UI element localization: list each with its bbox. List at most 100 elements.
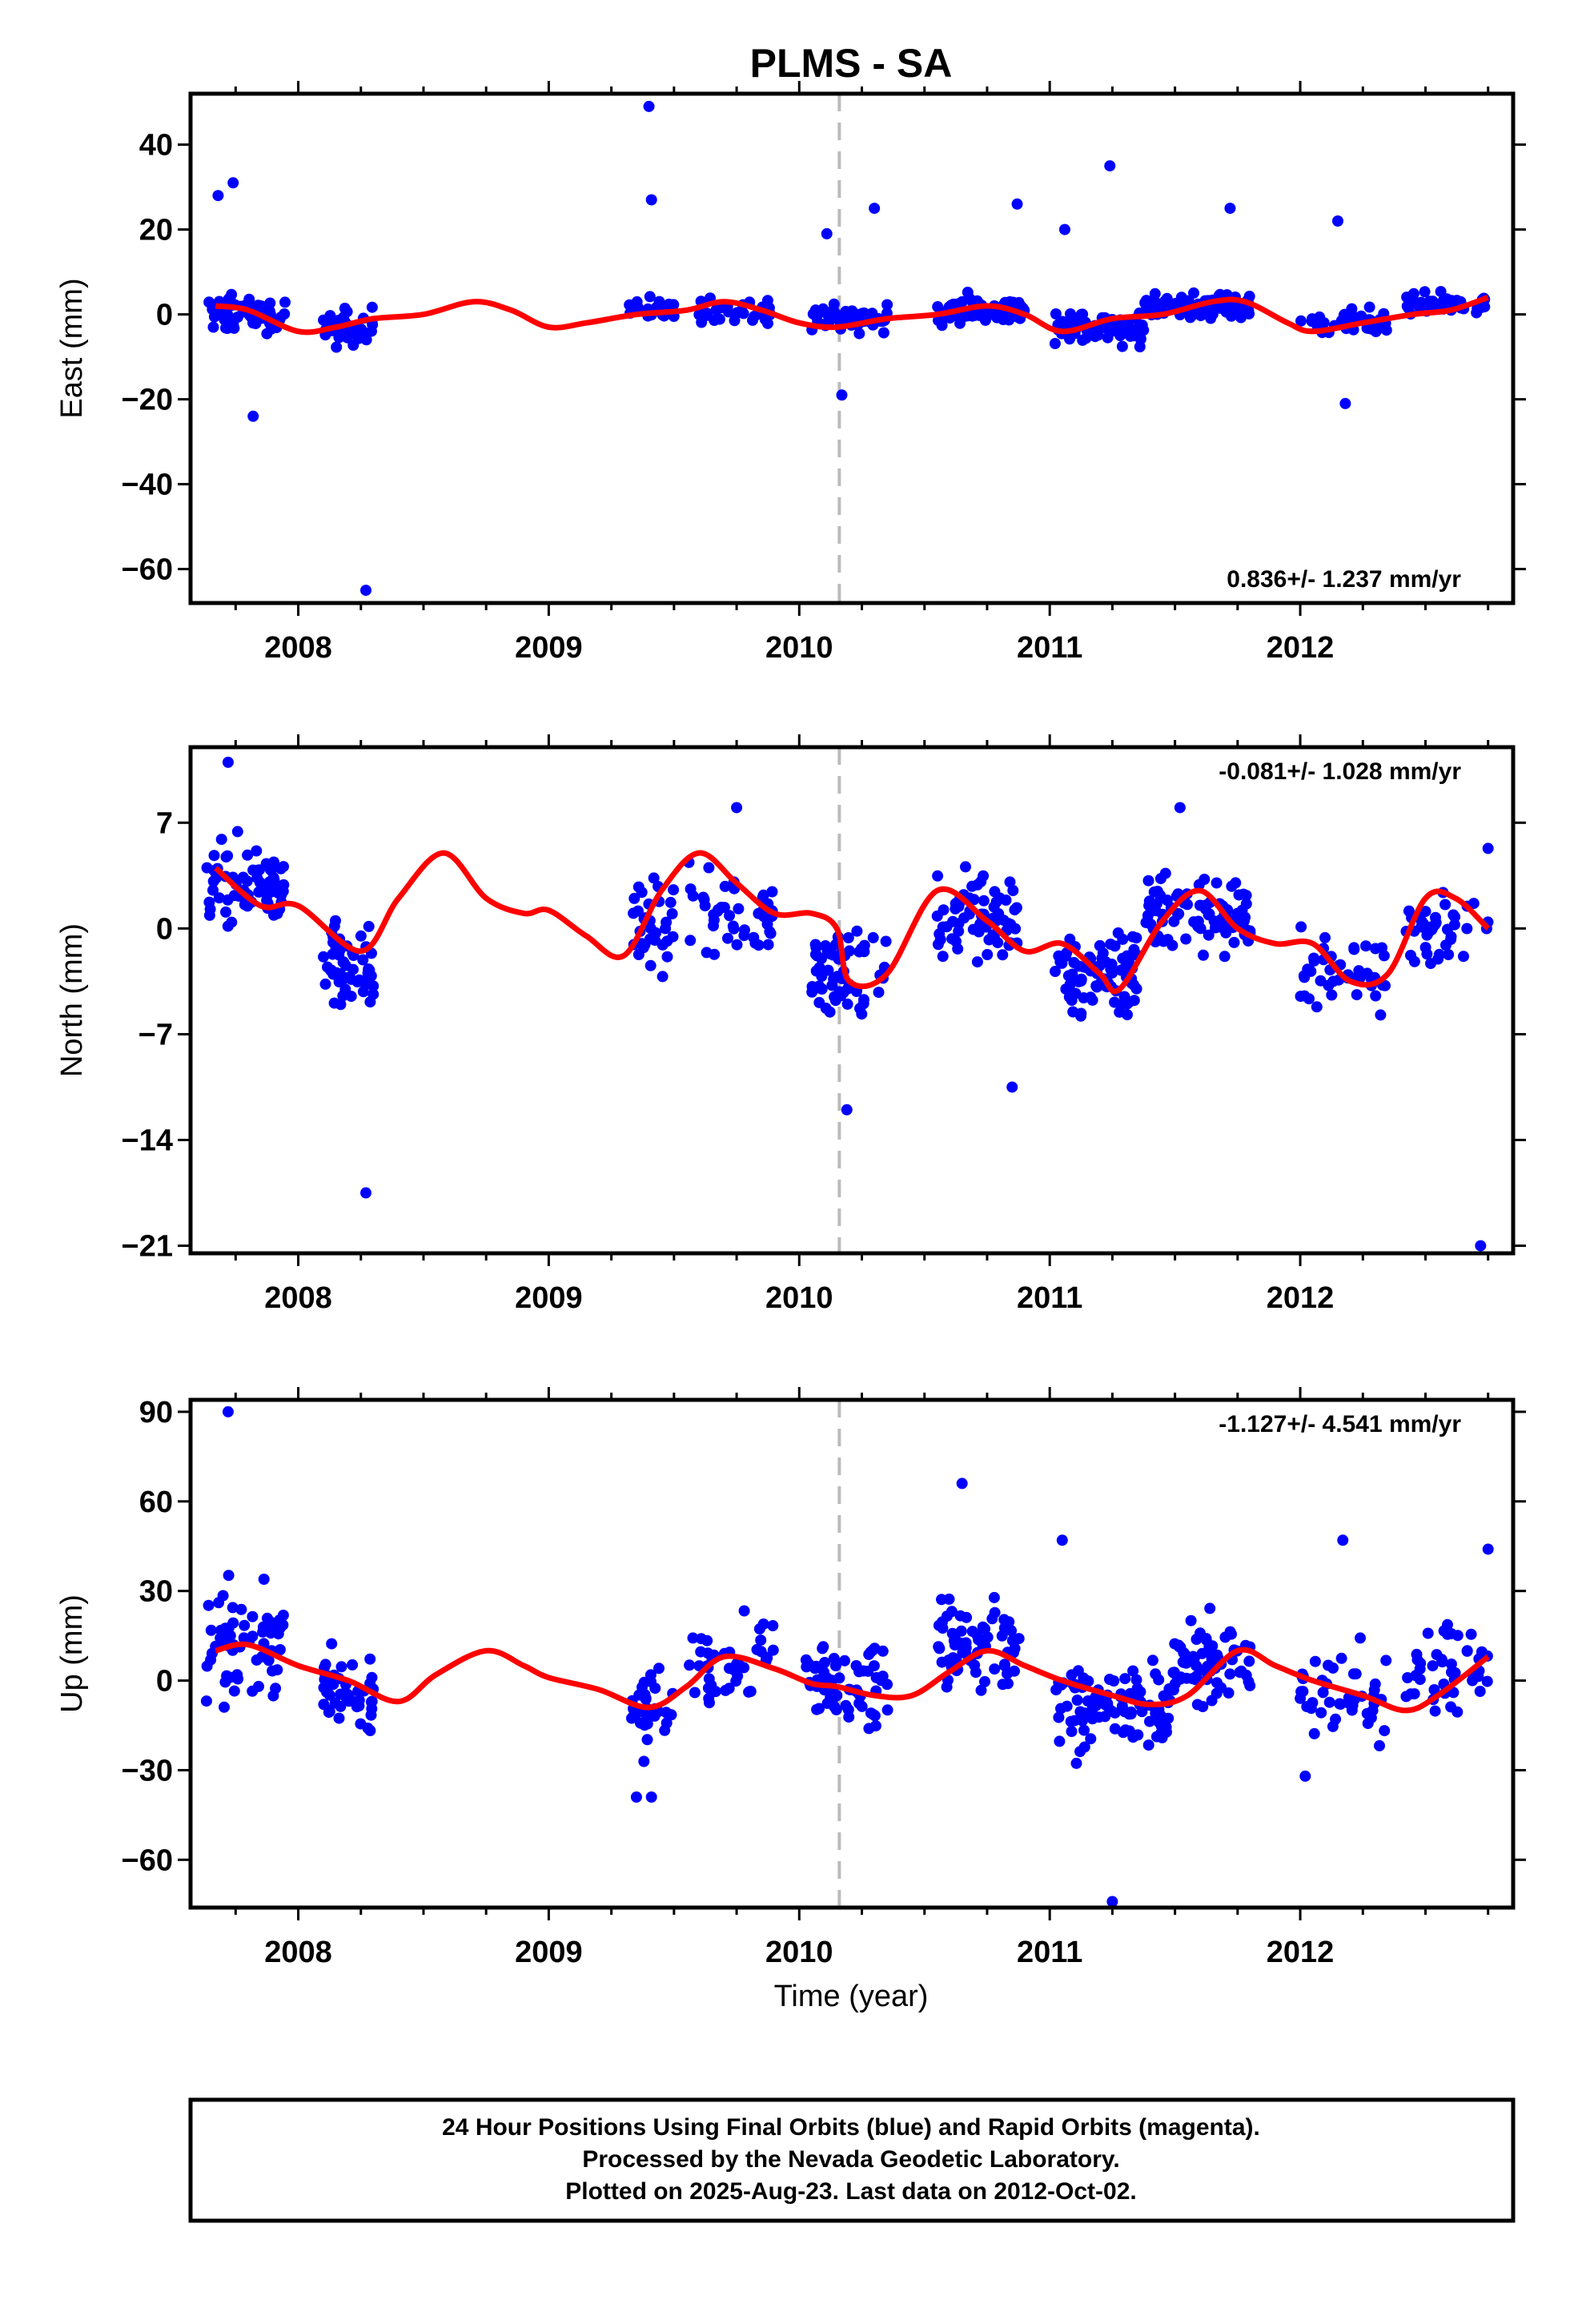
data-point-outlier — [212, 190, 224, 202]
data-point — [703, 1692, 715, 1704]
chart-title: PLMS - SA — [750, 41, 953, 86]
data-point — [1461, 923, 1473, 935]
data-point — [767, 1620, 779, 1631]
panel-east: 2008 2009 2010 2011 2012 40 20 0 −20 −40 −60 East (… — [55, 81, 1526, 665]
data-point-outlier — [227, 177, 239, 189]
data-point — [267, 1690, 279, 1702]
data-point — [261, 328, 273, 340]
data-point — [1166, 939, 1178, 951]
data-point — [1092, 1697, 1104, 1709]
data-point — [687, 1632, 699, 1644]
data-point — [1223, 1687, 1235, 1699]
data-point — [1458, 951, 1469, 963]
data-point — [1448, 919, 1460, 931]
data-point — [731, 939, 743, 951]
data-point — [937, 951, 949, 963]
data-point — [1430, 911, 1441, 923]
data-point-outlier — [643, 100, 655, 112]
data-point — [988, 1591, 1000, 1603]
data-point — [239, 1619, 251, 1631]
data-point — [279, 296, 291, 308]
data-point — [1400, 1691, 1412, 1703]
data-point — [1445, 1659, 1457, 1670]
data-point-outlier — [645, 194, 657, 206]
data-point — [1169, 1638, 1181, 1650]
data-point — [1171, 1671, 1183, 1683]
data-point — [1091, 981, 1103, 993]
data-point — [1066, 1726, 1078, 1738]
data-point — [1002, 1678, 1014, 1690]
data-point — [696, 316, 708, 328]
data-point — [978, 895, 990, 907]
data-point — [1308, 1727, 1320, 1739]
data-point — [1379, 979, 1391, 991]
data-point — [1102, 332, 1114, 344]
data-point-outlier — [1104, 160, 1116, 172]
data-point — [1117, 933, 1129, 945]
velocity-label: -1.127+/- 4.541 mm/yr — [1219, 1411, 1461, 1437]
x-tick-label: 2012 — [1267, 631, 1335, 665]
data-point — [811, 950, 823, 962]
data-point — [1317, 1687, 1329, 1699]
data-point — [1461, 1645, 1473, 1657]
data-point — [975, 875, 987, 887]
data-point — [227, 318, 239, 330]
footer-box — [188, 2097, 1516, 2223]
data-point — [1375, 1009, 1387, 1021]
data-point — [366, 1671, 378, 1683]
data-point — [954, 317, 966, 329]
data-point — [989, 1663, 1001, 1675]
data-point — [251, 872, 263, 884]
data-point — [1330, 1713, 1342, 1725]
data-point — [1132, 1729, 1144, 1741]
data-point — [1149, 287, 1161, 300]
data-point-outlier — [222, 1405, 234, 1417]
data-point — [1228, 936, 1240, 948]
data-point — [816, 983, 828, 995]
x-tick-label: 2011 — [1017, 631, 1082, 665]
data-point — [1158, 296, 1170, 308]
data-point — [1104, 1674, 1115, 1685]
data-point — [1360, 940, 1371, 952]
data-point — [1379, 1725, 1391, 1737]
data-point — [829, 991, 841, 1003]
data-point — [205, 1624, 217, 1636]
data-point — [954, 297, 966, 309]
data-point — [1075, 1010, 1086, 1022]
data-point — [1069, 1715, 1081, 1727]
data-point-outlier — [821, 227, 833, 239]
data-point — [1445, 1628, 1457, 1639]
data-point — [1204, 1602, 1216, 1614]
data-point — [1180, 933, 1192, 945]
data-point — [1425, 958, 1436, 970]
data-point — [858, 939, 870, 951]
data-point — [960, 861, 971, 873]
y-tick-label: −14 — [122, 1124, 173, 1158]
data-point — [1150, 1731, 1162, 1743]
data-point — [733, 1659, 745, 1671]
data-point — [220, 906, 231, 918]
data-point — [324, 310, 336, 322]
data-point — [934, 928, 946, 940]
data-point — [998, 1622, 1010, 1634]
data-point — [217, 1590, 229, 1602]
data-point-outlier — [1006, 1081, 1018, 1093]
data-point — [636, 887, 648, 899]
data-point — [1186, 310, 1198, 322]
data-point — [850, 1660, 862, 1671]
data-point — [1408, 955, 1420, 967]
data-point — [979, 1675, 990, 1687]
x-tick-label: 2012 — [1267, 1936, 1335, 1969]
data-point — [1445, 1701, 1457, 1713]
data-point — [1199, 874, 1211, 885]
data-point — [932, 939, 944, 951]
data-point — [1073, 960, 1085, 972]
data-point — [813, 962, 825, 974]
data-point — [1049, 338, 1061, 349]
data-point-outlier — [360, 1187, 372, 1199]
data-point — [1326, 989, 1338, 1001]
data-point — [640, 1693, 652, 1705]
data-point — [208, 850, 220, 862]
data-point — [661, 916, 673, 928]
data-point — [1224, 1668, 1236, 1680]
